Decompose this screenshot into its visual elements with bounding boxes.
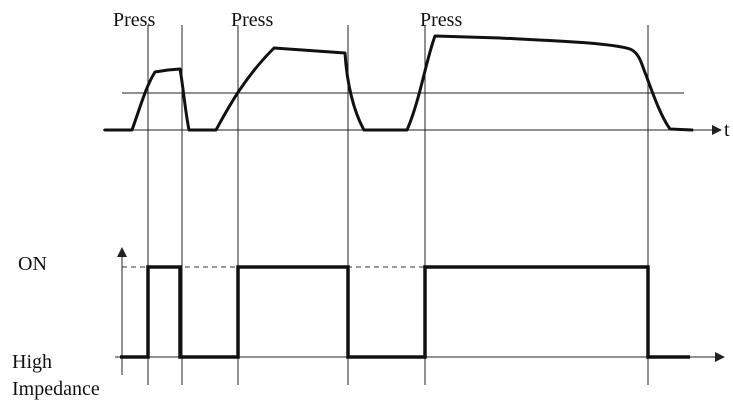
time-axis-arrowhead: [712, 125, 722, 135]
state-axis-arrowhead: [117, 247, 127, 257]
press-label-3: Press: [420, 9, 463, 31]
impedance-state-label: Impedance: [12, 378, 100, 400]
high-state-label: High: [12, 351, 52, 373]
time-axis-label: t: [724, 119, 730, 141]
on-state-label: ON: [18, 253, 47, 275]
press-waveform: [103, 34, 694, 132]
output-state-waveform: [120, 265, 690, 359]
press-label-1: Press: [113, 9, 156, 31]
press-label-2: Press: [231, 9, 274, 31]
state-time-axis-arrowhead: [715, 352, 725, 362]
timing-guides: [147, 25, 649, 385]
